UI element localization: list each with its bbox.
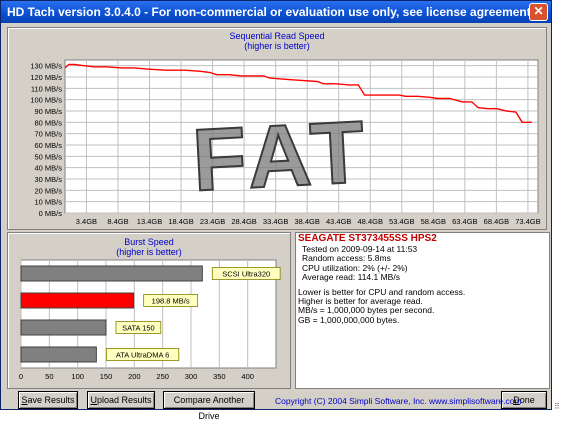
x-tick-label: 38.4GB: [294, 217, 319, 226]
save-label-rest: ave Results: [27, 395, 75, 405]
burst-bar-label: ATA UltraDMA 6: [116, 351, 170, 360]
sequential-chart-title: Sequential Read Speed (higher is better): [8, 31, 546, 51]
done-mnemonic: D: [513, 395, 520, 405]
fat-watermark: FAT: [190, 101, 373, 209]
x-tick-label: 23.4GB: [200, 217, 225, 226]
average-read: Average read: 114.1 MB/s: [302, 272, 400, 283]
burst-chart-title-text: Burst Speed: [124, 237, 174, 247]
x-tick-label: 18.4GB: [168, 217, 193, 226]
burst-speed-panel: Burst Speed (higher is better) 0 50 100 150…: [7, 232, 291, 389]
x-tick-label: 13.4GB: [137, 217, 162, 226]
burst-bar: [20, 265, 203, 282]
x-tick-label: 3.4GB: [76, 217, 97, 226]
y-tick-label: 0 MB/s: [39, 209, 63, 218]
y-tick-label: 70 MB/s: [34, 130, 62, 139]
note-line: MB/s = 1,000,000 bytes per second.: [298, 305, 435, 316]
burst-bar-label: SATA 150: [122, 324, 155, 333]
sequential-read-chart: 0 MB/s 10 MB/s 20 MB/s 30 MB/s 40 MB/s 50 MB/…: [30, 59, 541, 226]
burst-x-tick-label: 200: [128, 372, 141, 381]
burst-label-box: [115, 321, 162, 334]
upload-label-rest: pload Results: [96, 395, 152, 405]
done-button[interactable]: Done: [501, 391, 547, 409]
sequential-read-panel: Sequential Read Speed (higher is better)…: [7, 27, 547, 230]
burst-x-tick-label: 0: [19, 372, 23, 381]
sequential-chart-title-text: Sequential Read Speed: [229, 31, 325, 41]
random-access: Random access: 5.8ms: [302, 253, 391, 264]
note-line: Higher is better for average read.: [298, 296, 423, 307]
x-tick-label: 58.4GB: [421, 217, 446, 226]
burst-bar: [20, 292, 135, 309]
sequential-chart-subtitle: (higher is better): [244, 41, 310, 51]
burst-x-tick-label: 400: [241, 372, 254, 381]
burst-label-box: [143, 294, 199, 307]
y-tick-label: 60 MB/s: [34, 141, 62, 150]
burst-chart-subtitle: (higher is better): [116, 247, 182, 257]
burst-label-box: [211, 267, 281, 280]
upload-mnemonic: U: [90, 395, 97, 405]
copyright-text: Copyright (C) 2004 Simpli Software, Inc.…: [275, 396, 522, 406]
save-mnemonic: S: [21, 395, 28, 405]
burst-x-tick-label: 150: [100, 372, 113, 381]
y-tick-label: 130 MB/s: [30, 62, 62, 71]
y-tick-label: 80 MB/s: [34, 118, 62, 127]
y-tick-label: 30 MB/s: [34, 175, 62, 184]
burst-speed-chart: 0 50 100 150 200 250 300 350 400 SCSI Ultra320 198…: [19, 259, 281, 381]
burst-x-tick-label: 250: [156, 372, 169, 381]
burst-x-tick-label: 100: [71, 372, 84, 381]
compare-another-drive-button[interactable]: Compare Another Drive: [163, 391, 255, 421]
read-speed-line: [64, 63, 532, 124]
burst-bar: [20, 346, 97, 363]
save-results-button[interactable]: Save Results: [18, 391, 78, 409]
burst-label-box: [105, 348, 180, 361]
cpu-utilization: CPU utilization: 2% (+/- 2%): [302, 262, 408, 273]
burst-x-tick-label: 300: [185, 372, 198, 381]
x-tick-label: 48.4GB: [358, 217, 383, 226]
burst-x-tick-label: 50: [45, 372, 53, 381]
x-tick-label: 43.4GB: [326, 217, 351, 226]
tested-on: Tested on 2009-09-14 at 11:53: [302, 244, 418, 254]
y-tick-label: 100 MB/s: [30, 96, 62, 105]
y-tick-label: 40 MB/s: [34, 164, 62, 173]
y-tick-label: 120 MB/s: [30, 73, 62, 82]
burst-chart-title: Burst Speed (higher is better): [8, 237, 290, 257]
plot-area: [64, 59, 539, 214]
note-line: Lower is better for CPU and random acces…: [298, 286, 466, 297]
title-bar: HD Tach version 3.0.4.0 - For non-commer…: [1, 1, 551, 23]
resize-grip[interactable]: ⠿: [554, 402, 560, 411]
x-tick-label: 68.4GB: [484, 217, 509, 226]
y-tick-label: 20 MB/s: [34, 186, 62, 195]
drive-name: SEAGATE ST373455SS HPS2: [298, 233, 437, 244]
close-button[interactable]: ✕: [529, 3, 548, 21]
upload-results-button[interactable]: Upload Results: [87, 391, 155, 409]
note-line: GB = 1,000,000,000 bytes.: [298, 314, 400, 325]
burst-bar: [20, 319, 107, 336]
done-label-rest: one: [519, 395, 535, 405]
y-tick-label: 90 MB/s: [34, 107, 62, 116]
x-tick-label: 63.4GB: [452, 217, 477, 226]
window-title: HD Tach version 3.0.4.0 - For non-commer…: [7, 5, 535, 19]
x-tick-label: 33.4GB: [263, 217, 288, 226]
x-tick-label: 8.4GB: [107, 217, 128, 226]
burst-x-tick-label: 350: [213, 372, 226, 381]
y-tick-label: 110 MB/s: [31, 84, 62, 93]
y-tick-label: 50 MB/s: [34, 152, 62, 161]
x-tick-label: 53.4GB: [389, 217, 414, 226]
x-tick-label: 28.4GB: [231, 217, 256, 226]
hd-tach-window: HD Tach version 3.0.4.0 - For non-commer…: [0, 0, 552, 421]
y-tick-label: 10 MB/s: [34, 198, 62, 207]
drive-info-panel: SEAGATE ST373455SS HPS2 Tested on 2009-0…: [295, 232, 550, 389]
x-tick-label: 73.4GB: [515, 217, 540, 226]
burst-bar-label: SCSI Ultra320: [222, 270, 270, 279]
burst-bar-label: 198.8 MB/s: [152, 297, 190, 306]
